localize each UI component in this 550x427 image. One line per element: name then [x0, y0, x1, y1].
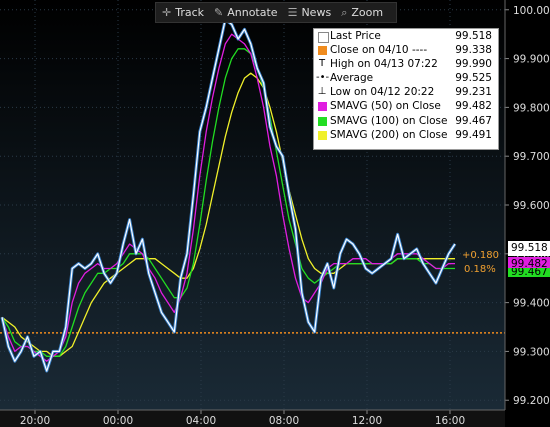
crosshair-icon: ✛: [162, 6, 172, 19]
legend-value: 99.482: [455, 100, 492, 113]
legend-label: SMAVG (50) on Close: [330, 100, 441, 113]
legend-value: 99.231: [455, 86, 492, 99]
legend-row-low[interactable]: ⊥ Low on 04/12 20:22 99.231: [314, 85, 498, 99]
legend-swatch: [318, 32, 329, 43]
legend-row-last-price[interactable]: Last Price 99.518: [314, 29, 498, 43]
series-line-smavg-50-on-close: [1, 33, 455, 362]
legend-label: High on 04/13 07:22: [330, 58, 438, 71]
legend-value: 99.990: [455, 58, 492, 71]
y-tick-label: 99.200: [513, 395, 550, 407]
x-axis-background: [0, 410, 505, 427]
x-tick-label: 00:00: [103, 415, 133, 427]
legend-label: Average: [330, 72, 374, 85]
legend-label: SMAVG (200) on Close: [330, 128, 448, 141]
legend-row-average[interactable]: -•- Average 99.525: [314, 71, 498, 85]
news-label: News: [301, 6, 332, 19]
x-axis: 20:00 00:00 04:00 08:00 12:00 16:00: [20, 410, 465, 427]
sma100-price-tag: 99.467: [508, 268, 550, 277]
legend-row-high[interactable]: T High on 04/13 07:22 99.990: [314, 57, 498, 71]
legend-row-close[interactable]: Close on 04/10 ---- 99.338: [314, 43, 498, 57]
legend-swatch: [318, 130, 327, 140]
x-tick-label: 20:00: [20, 415, 50, 427]
legend-value: 99.518: [455, 30, 492, 42]
last-price-tag: 99.518: [508, 241, 550, 256]
high-marker-icon: T: [318, 58, 326, 70]
y-tick-label: 99.900: [513, 54, 550, 66]
chart-toolbar: ✛ Track ✎ Annotate ☰ News ⌕ Zoom: [155, 2, 397, 23]
legend-row-sma50[interactable]: SMAVG (50) on Close 99.482: [314, 99, 498, 113]
track-button[interactable]: ✛ Track: [162, 6, 204, 19]
x-tick-label: 12:00: [352, 415, 382, 427]
grid: [0, 0, 505, 410]
y-tick-label: 99.400: [513, 298, 550, 310]
legend-value: 99.467: [455, 114, 492, 127]
legend-swatch: [318, 116, 327, 126]
low-marker-icon: ⊥: [317, 86, 327, 98]
axis-background: [505, 0, 550, 427]
y-tick-label: 99.700: [513, 151, 550, 163]
y-tick-label: 100.000: [513, 5, 550, 17]
news-button[interactable]: ☰ News: [288, 6, 332, 19]
average-marker-icon: -•-: [316, 72, 330, 84]
pencil-icon: ✎: [214, 6, 224, 19]
chart-legend: Last Price 99.518 Close on 04/10 ---- 99…: [313, 28, 499, 150]
y-tick-label: 99.600: [513, 200, 550, 212]
legend-swatch: [318, 46, 327, 56]
change-abs-label: +0.180: [462, 250, 500, 261]
annotate-label: Annotate: [227, 6, 278, 19]
y-tick-label: 99.800: [513, 102, 550, 114]
track-label: Track: [175, 6, 205, 19]
zoom-label: Zoom: [351, 6, 384, 19]
legend-label: SMAVG (100) on Close: [330, 114, 448, 127]
legend-row-sma200[interactable]: SMAVG (200) on Close 99.491: [314, 128, 498, 142]
x-tick-label: 16:00: [435, 415, 465, 427]
legend-label: Low on 04/12 20:22: [330, 86, 435, 99]
legend-label: Close on 04/10 ----: [330, 44, 428, 57]
x-tick-label: 08:00: [269, 415, 299, 427]
legend-label: Last Price: [330, 30, 381, 42]
y-tick-label: 99.300: [513, 346, 550, 358]
x-tick-label: 04:00: [186, 415, 216, 427]
annotate-button[interactable]: ✎ Annotate: [214, 6, 278, 19]
legend-value: 99.525: [455, 72, 492, 85]
zoom-button[interactable]: ⌕ Zoom: [341, 6, 383, 20]
legend-row-sma100[interactable]: SMAVG (100) on Close 99.467: [314, 114, 498, 128]
change-pct-label: 0.18%: [464, 264, 496, 275]
legend-swatch: [318, 102, 327, 112]
legend-value: 99.338: [455, 44, 492, 57]
zoom-icon: ⌕: [341, 5, 348, 19]
legend-value: 99.491: [455, 128, 492, 141]
news-icon: ☰: [287, 6, 298, 19]
